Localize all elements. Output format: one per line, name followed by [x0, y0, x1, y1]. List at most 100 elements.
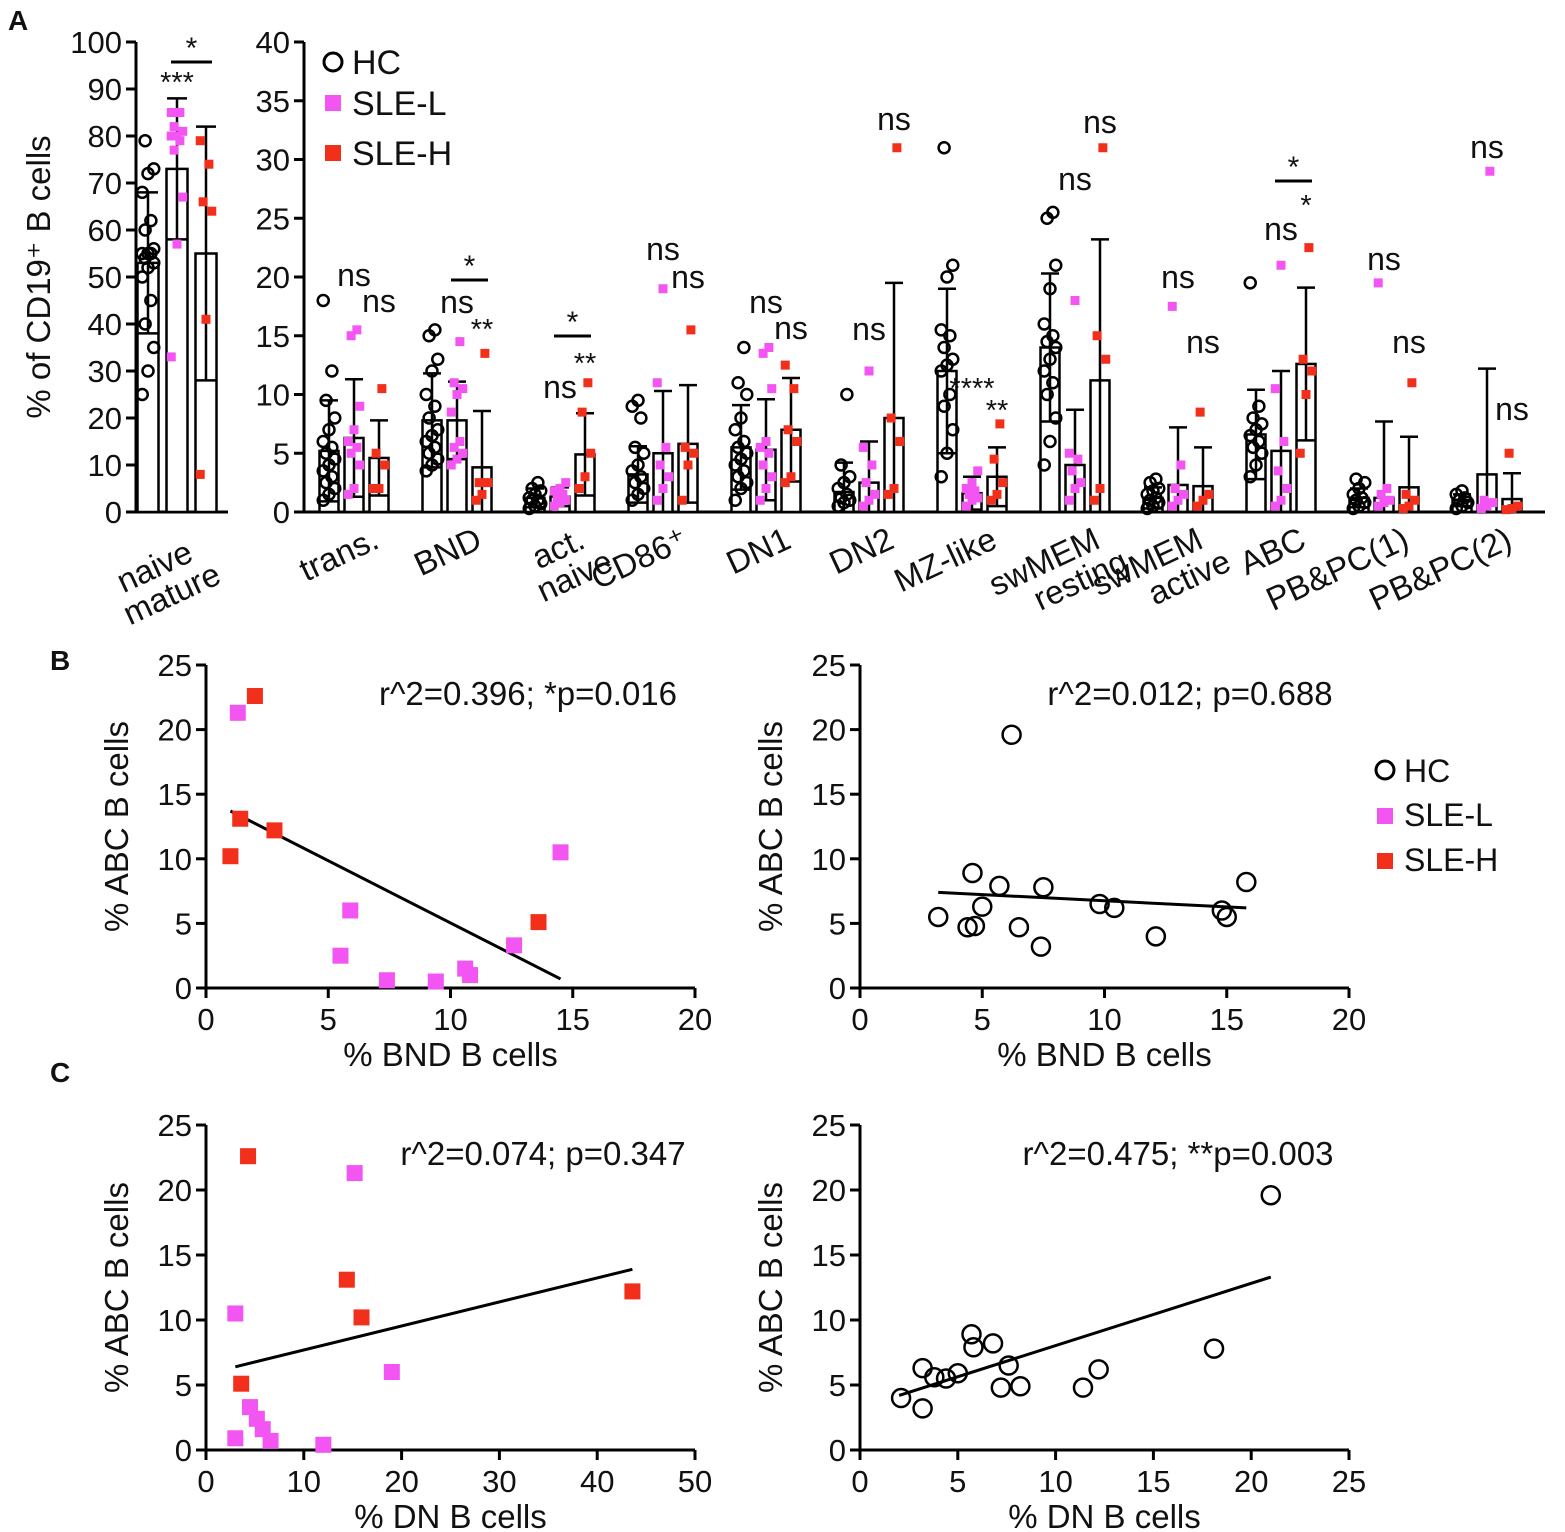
point-sle_h	[686, 325, 696, 335]
point-sle_h	[780, 360, 790, 370]
point-sle_l	[867, 460, 877, 470]
point-sle_l	[343, 437, 353, 446]
point-sle_h	[338, 1271, 355, 1288]
y-tick-label: 20	[256, 260, 290, 295]
x-axis-title: % DN B cells	[1008, 1498, 1201, 1532]
point-sle_l	[1067, 466, 1077, 476]
point-sle_l	[462, 967, 479, 984]
point-hc	[325, 364, 339, 378]
significance-label: *	[567, 306, 579, 339]
point-hc	[1145, 926, 1167, 947]
chart-naive-mature: 0 10 20 30 40 50 60 70 80 90 100 % of CD19⁺ B cells…	[20, 25, 228, 632]
point-sle_l	[870, 489, 880, 499]
point-hc	[1046, 329, 1060, 343]
point-sle_l	[343, 489, 353, 499]
y-tick-label: 30	[88, 354, 122, 389]
y-tick-label: 25	[158, 1108, 192, 1143]
point-hc	[998, 1355, 1019, 1376]
significance-label: ns	[1470, 129, 1504, 165]
significance-label: *	[464, 250, 476, 283]
point-sle_h	[380, 460, 390, 470]
point-hc	[135, 270, 149, 284]
y-tick-label: 0	[105, 495, 122, 530]
point-hc	[937, 340, 951, 355]
point-sle_h	[1198, 495, 1208, 505]
point-sle_h	[789, 384, 799, 394]
x-tick-label: 15	[1136, 1464, 1170, 1499]
point-sle_l	[761, 437, 771, 446]
legend-a-sle-l-label: SLE-L	[352, 85, 447, 123]
point-sle_l	[758, 348, 768, 358]
point-hc	[937, 141, 951, 155]
significance-label: ns	[671, 259, 705, 295]
point-sle_l	[1173, 495, 1183, 505]
legend-b-sle-h-marker	[1377, 853, 1393, 869]
point-sle_l	[352, 442, 362, 452]
point-hc	[834, 458, 848, 472]
point-hc	[1260, 1184, 1282, 1206]
point-sle_h	[483, 478, 493, 488]
point-sle_h	[883, 489, 893, 499]
point-sle_h	[204, 159, 214, 169]
x-category-label: swMEMactive	[1086, 513, 1236, 632]
significance-label: *	[1288, 151, 1300, 184]
point-sle_h	[683, 460, 693, 470]
point-hc	[1033, 876, 1054, 898]
point-sle_l	[1179, 489, 1189, 499]
x-tick-label: 20	[1234, 1464, 1268, 1499]
point-sle_l	[175, 136, 185, 146]
point-sle_l	[961, 501, 971, 511]
x-tick-label: 0	[197, 1464, 214, 1499]
point-sle_l	[1276, 495, 1286, 505]
point-sle_l	[449, 378, 459, 388]
point-sle_h	[195, 136, 205, 146]
y-tick-label: 20	[88, 401, 122, 436]
y-tick-label: 5	[829, 1368, 846, 1403]
point-hc	[431, 423, 445, 437]
significance-label: ns	[362, 283, 396, 319]
point-sle_l	[652, 378, 662, 388]
correlation-stats: r^2=0.396; *p=0.016	[379, 675, 677, 712]
legend-b-sle-l-marker	[1377, 808, 1393, 824]
x-category-label-line: CD86⁺	[585, 520, 693, 597]
point-sle_l	[973, 493, 983, 503]
point-sle_h	[198, 197, 208, 207]
point-sle_l	[758, 460, 768, 470]
point-sle_l	[1373, 278, 1383, 288]
x-tick-label: 25	[1332, 1464, 1366, 1499]
point-sle_l	[1482, 501, 1492, 511]
legend-a-hc-label: HC	[352, 44, 401, 82]
point-sle_l	[458, 448, 468, 458]
point-hc	[934, 470, 948, 484]
point-sle_h	[1407, 378, 1417, 388]
scatter-bnd-vs-abc-sle: 0 5 10 15 20 25 0 5 10 15 20 % BND B cells % ABC B c…	[98, 648, 712, 1073]
x-axis-title: % BND B cells	[997, 1036, 1212, 1073]
point-hc	[316, 434, 330, 449]
point-sle_h	[480, 348, 490, 358]
significance-label: *	[186, 32, 198, 65]
point-hc	[428, 399, 442, 413]
point-sle_h	[886, 413, 896, 423]
point-sle_h	[201, 314, 211, 324]
point-hc	[734, 411, 748, 425]
point-sle_l	[964, 489, 974, 499]
point-sle_h	[1089, 495, 1099, 505]
point-hc	[962, 862, 983, 884]
point-hc	[1243, 276, 1257, 290]
x-category-label-line: BND	[408, 520, 487, 583]
significance-label: ns	[543, 369, 577, 405]
point-sle_l	[558, 489, 568, 499]
correlation-stats: r^2=0.475; **p=0.003	[1023, 1135, 1334, 1172]
y-tick-label: 90	[88, 72, 122, 107]
point-hc	[425, 364, 439, 378]
point-hc	[890, 1387, 912, 1409]
significance-label: ns	[852, 311, 886, 347]
point-sle_h	[1501, 505, 1511, 515]
y-tick-label: 15	[812, 777, 846, 812]
point-hc	[419, 387, 433, 402]
point-sle_l	[455, 337, 465, 347]
point-sle_h	[371, 448, 381, 458]
correlation-stats: r^2=0.012; p=0.688	[1047, 675, 1332, 712]
x-tick-label: 10	[433, 1002, 467, 1037]
point-hc	[972, 896, 993, 917]
